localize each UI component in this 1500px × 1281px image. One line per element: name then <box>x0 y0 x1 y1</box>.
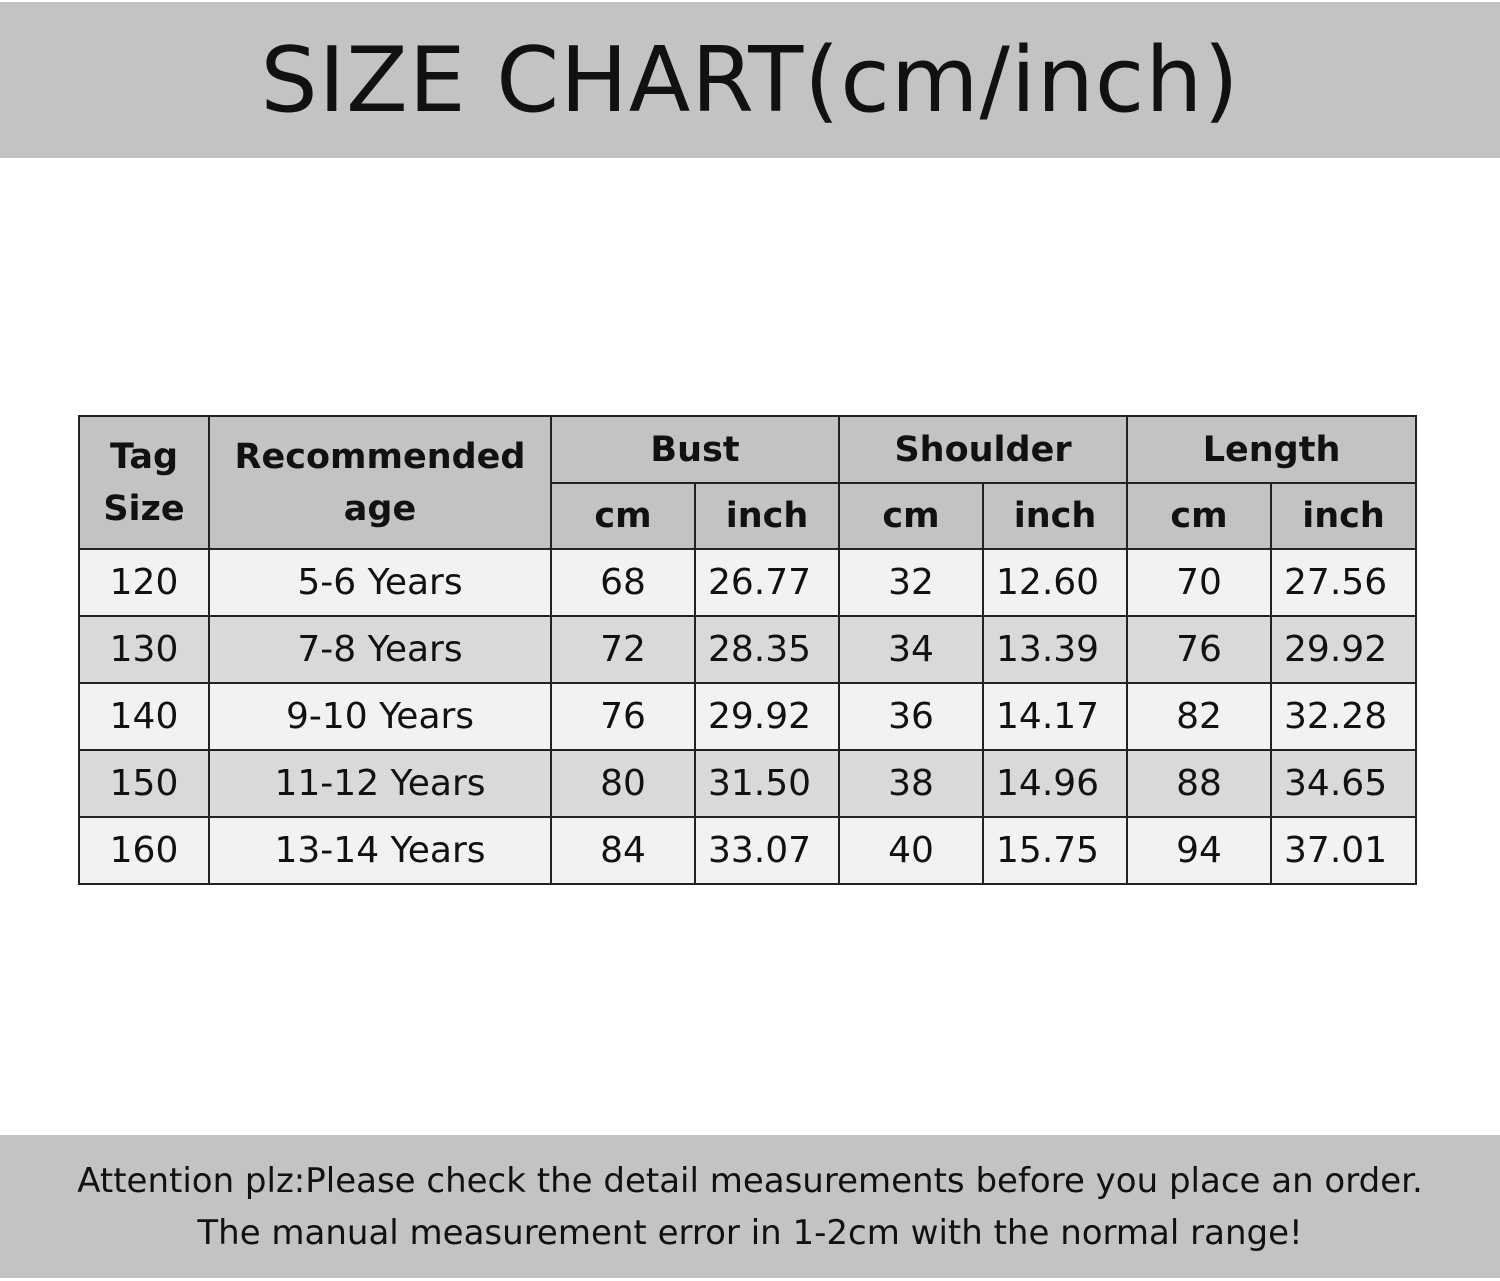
header-bust-inch: inch <box>693 482 841 550</box>
cell-sh-in: 14.96 <box>982 749 1129 818</box>
title-banner: SIZE CHART(cm/inch) <box>0 2 1500 158</box>
cell-bust-in: 26.77 <box>693 548 841 617</box>
header-recommended-age: Recommended age <box>208 415 552 550</box>
cell-tag: 150 <box>78 749 210 818</box>
cell-age: 11-12 Years <box>208 749 552 818</box>
cell-len-in: 29.92 <box>1270 615 1418 684</box>
cell-bust-in: 33.07 <box>693 816 841 885</box>
header-shoulder-cm: cm <box>838 482 985 550</box>
cell-tag: 140 <box>78 682 210 751</box>
size-table: Tag Size Recommended age Bust Shoulder L… <box>78 415 1418 885</box>
cell-sh-cm: 34 <box>838 615 985 684</box>
cell-len-in: 34.65 <box>1270 749 1418 818</box>
cell-len-cm: 88 <box>1126 749 1273 818</box>
header-length: Length <box>1126 415 1418 484</box>
header-bust: Bust <box>549 415 841 484</box>
page-title: SIZE CHART(cm/inch) <box>260 27 1240 133</box>
cell-sh-cm: 36 <box>838 682 985 751</box>
cell-sh-in: 15.75 <box>982 816 1129 885</box>
cell-tag: 160 <box>78 816 210 885</box>
cell-sh-in: 14.17 <box>982 682 1129 751</box>
cell-sh-cm: 32 <box>838 548 985 617</box>
cell-len-cm: 76 <box>1126 615 1273 684</box>
header-bust-cm: cm <box>550 482 696 550</box>
table-row: 130 7-8 Years 72 28.35 34 13.39 76 29.92 <box>78 615 1418 684</box>
cell-age: 9-10 Years <box>208 682 552 751</box>
cell-len-in: 37.01 <box>1270 816 1418 885</box>
cell-tag: 120 <box>78 548 210 617</box>
cell-bust-cm: 76 <box>550 682 696 751</box>
cell-age: 5-6 Years <box>208 548 552 617</box>
cell-bust-in: 29.92 <box>693 682 841 751</box>
header-shoulder-inch: inch <box>982 482 1129 550</box>
cell-bust-cm: 80 <box>550 749 696 818</box>
cell-bust-cm: 72 <box>550 615 696 684</box>
cell-len-cm: 94 <box>1126 816 1273 885</box>
notice-line-1: Attention plz:Please check the detail me… <box>77 1160 1423 1201</box>
cell-len-in: 27.56 <box>1270 548 1418 617</box>
header-shoulder: Shoulder <box>838 415 1129 484</box>
notice-banner: Attention plz:Please check the detail me… <box>0 1135 1500 1278</box>
table-row: 150 11-12 Years 80 31.50 38 14.96 88 34.65 <box>78 749 1418 818</box>
cell-age: 7-8 Years <box>208 615 552 684</box>
cell-tag: 130 <box>78 615 210 684</box>
header-tag-size: Tag Size <box>78 415 210 550</box>
header-length-cm: cm <box>1126 482 1273 550</box>
cell-bust-cm: 84 <box>550 816 696 885</box>
cell-sh-cm: 40 <box>838 816 985 885</box>
notice-line-2: The manual measurement error in 1-2cm wi… <box>197 1212 1303 1253</box>
cell-sh-in: 12.60 <box>982 548 1129 617</box>
cell-sh-in: 13.39 <box>982 615 1129 684</box>
cell-age: 13-14 Years <box>208 816 552 885</box>
table-row: 140 9-10 Years 76 29.92 36 14.17 82 32.28 <box>78 682 1418 751</box>
cell-len-cm: 82 <box>1126 682 1273 751</box>
cell-len-cm: 70 <box>1126 548 1273 617</box>
cell-bust-in: 28.35 <box>693 615 841 684</box>
header-length-inch: inch <box>1270 482 1418 550</box>
table-row: 120 5-6 Years 68 26.77 32 12.60 70 27.56 <box>78 548 1418 617</box>
cell-bust-cm: 68 <box>550 548 696 617</box>
cell-bust-in: 31.50 <box>693 749 841 818</box>
cell-sh-cm: 38 <box>838 749 985 818</box>
table-row: 160 13-14 Years 84 33.07 40 15.75 94 37.01 <box>78 816 1418 885</box>
cell-len-in: 32.28 <box>1270 682 1418 751</box>
